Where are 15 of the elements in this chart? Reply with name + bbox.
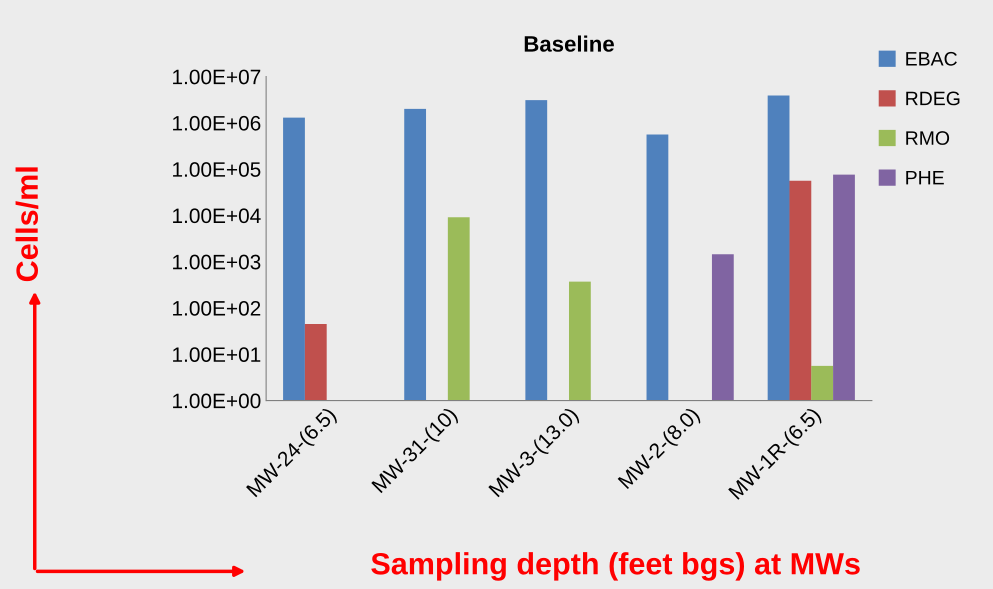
legend-label: RDEG [906,92,960,106]
y-tick-label: 1.00E+03 [173,254,260,270]
y-tick-label: 1.00E+00 [173,394,260,408]
y-tick-label: 1.00E+07 [173,70,260,84]
legend-label: EBAC [906,52,957,66]
y-tick-label: 1.00E+06 [173,116,260,131]
legend-label: PHE [906,170,944,184]
y-tick-label: 1.00E+02 [173,300,260,316]
y-tick-label: 1.00E+04 [173,208,261,224]
x-axis-title: Sampling depth (feet bgs) at MWs [371,552,860,581]
y-tick-label: 1.00E+01 [173,347,260,362]
y-tick-label: 1.00E+05 [173,162,260,177]
legend-label: RMO [906,131,950,145]
y-axis-title: Cells/ml [16,167,38,282]
chart-title: Baseline [524,35,614,52]
